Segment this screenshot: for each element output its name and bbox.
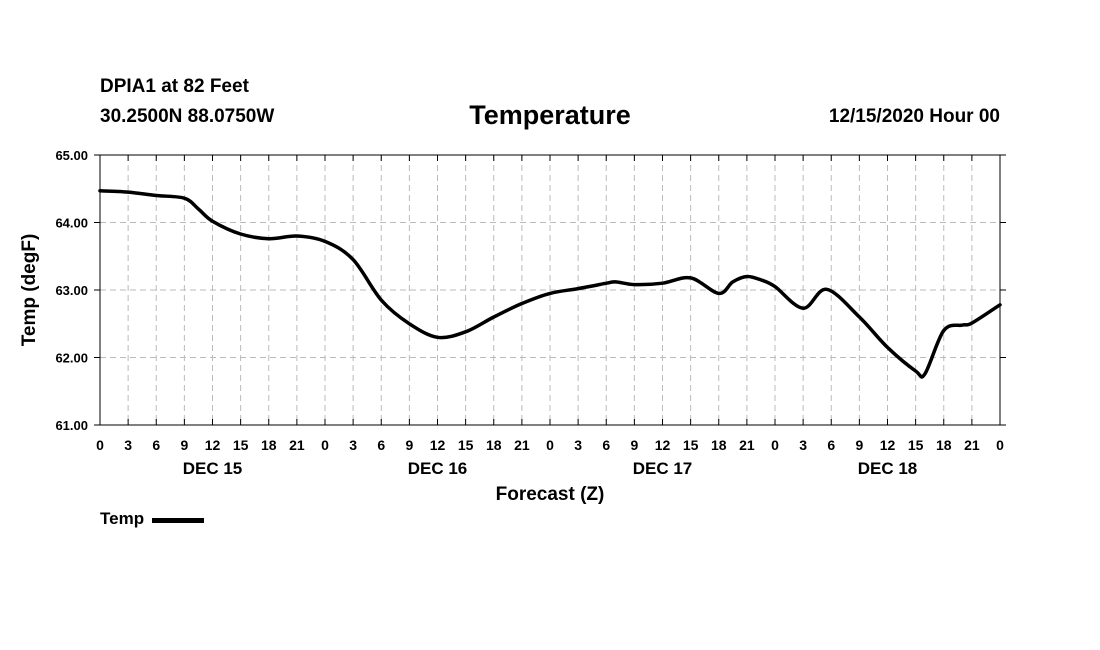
temp-series-line: [98, 189, 1002, 379]
y-tick-label: 63.00: [55, 283, 88, 298]
x-tick-label: 12: [205, 437, 221, 453]
x-tick-label: 9: [855, 437, 863, 453]
x-tick-label: 9: [180, 437, 188, 453]
legend-line-swatch: [152, 518, 205, 523]
x-tick-label: 9: [405, 437, 413, 453]
x-tick-label: 0: [321, 437, 329, 453]
x-tick-label: 0: [771, 437, 779, 453]
x-tick-label: 18: [711, 437, 727, 453]
x-tick-label: 6: [377, 437, 385, 453]
legend-label: Temp: [100, 509, 145, 528]
day-label: DEC 18: [858, 459, 918, 478]
x-tick-label: 6: [827, 437, 835, 453]
x-tick-label: 15: [908, 437, 924, 453]
coordinates-label: 30.2500N 88.0750W: [100, 106, 275, 127]
forecast-datetime: 12/15/2020 Hour 00: [828, 106, 1000, 127]
x-tick-label: 0: [996, 437, 1004, 453]
x-axis-title: Forecast (Z): [496, 484, 605, 505]
x-tick-label: 18: [261, 437, 277, 453]
day-label: DEC 16: [408, 459, 468, 478]
x-tick-label: 15: [233, 437, 249, 453]
day-label: DEC 17: [633, 459, 693, 478]
x-tick-label: 9: [630, 437, 638, 453]
x-tick-label: 6: [152, 437, 160, 453]
grid: [100, 155, 1000, 425]
station-label: DPIA1 at 82 Feet: [100, 76, 249, 97]
y-tick-label: 64.00: [55, 216, 88, 231]
legend: Temp: [100, 509, 205, 529]
x-tick-label: 12: [430, 437, 446, 453]
x-tick-label: 3: [124, 437, 132, 453]
x-tick-label: 18: [936, 437, 952, 453]
y-axis-title: Temp (degF): [19, 234, 40, 347]
x-tick-label: 18: [486, 437, 502, 453]
x-tick-label: 21: [514, 437, 530, 453]
y-tick-label: 62.00: [55, 351, 88, 366]
axis-ticks: [94, 154, 1006, 426]
y-tick-label: 61.00: [55, 418, 88, 433]
chart-title: Temperature: [469, 100, 631, 130]
day-label: DEC 15: [183, 459, 243, 478]
x-tick-label: 3: [799, 437, 807, 453]
x-tick-label: 0: [546, 437, 554, 453]
x-tick-label: 21: [739, 437, 755, 453]
x-tick-label: 12: [655, 437, 671, 453]
x-tick-label: 21: [964, 437, 980, 453]
x-tick-label: 0: [96, 437, 104, 453]
x-tick-label: 15: [683, 437, 699, 453]
x-tick-label: 15: [458, 437, 474, 453]
y-tick-label: 65.00: [55, 148, 88, 163]
x-tick-label: 21: [289, 437, 305, 453]
x-tick-label: 6: [602, 437, 610, 453]
x-tick-label: 3: [574, 437, 582, 453]
x-tick-label: 12: [880, 437, 896, 453]
axis-labels: 0 3 6 9 12 15 18 21 0 3 6 9 12 15 18 21 0 3 6 9 12 15 18 21 0 3 6 9…: [55, 148, 1004, 478]
x-tick-label: 3: [349, 437, 357, 453]
